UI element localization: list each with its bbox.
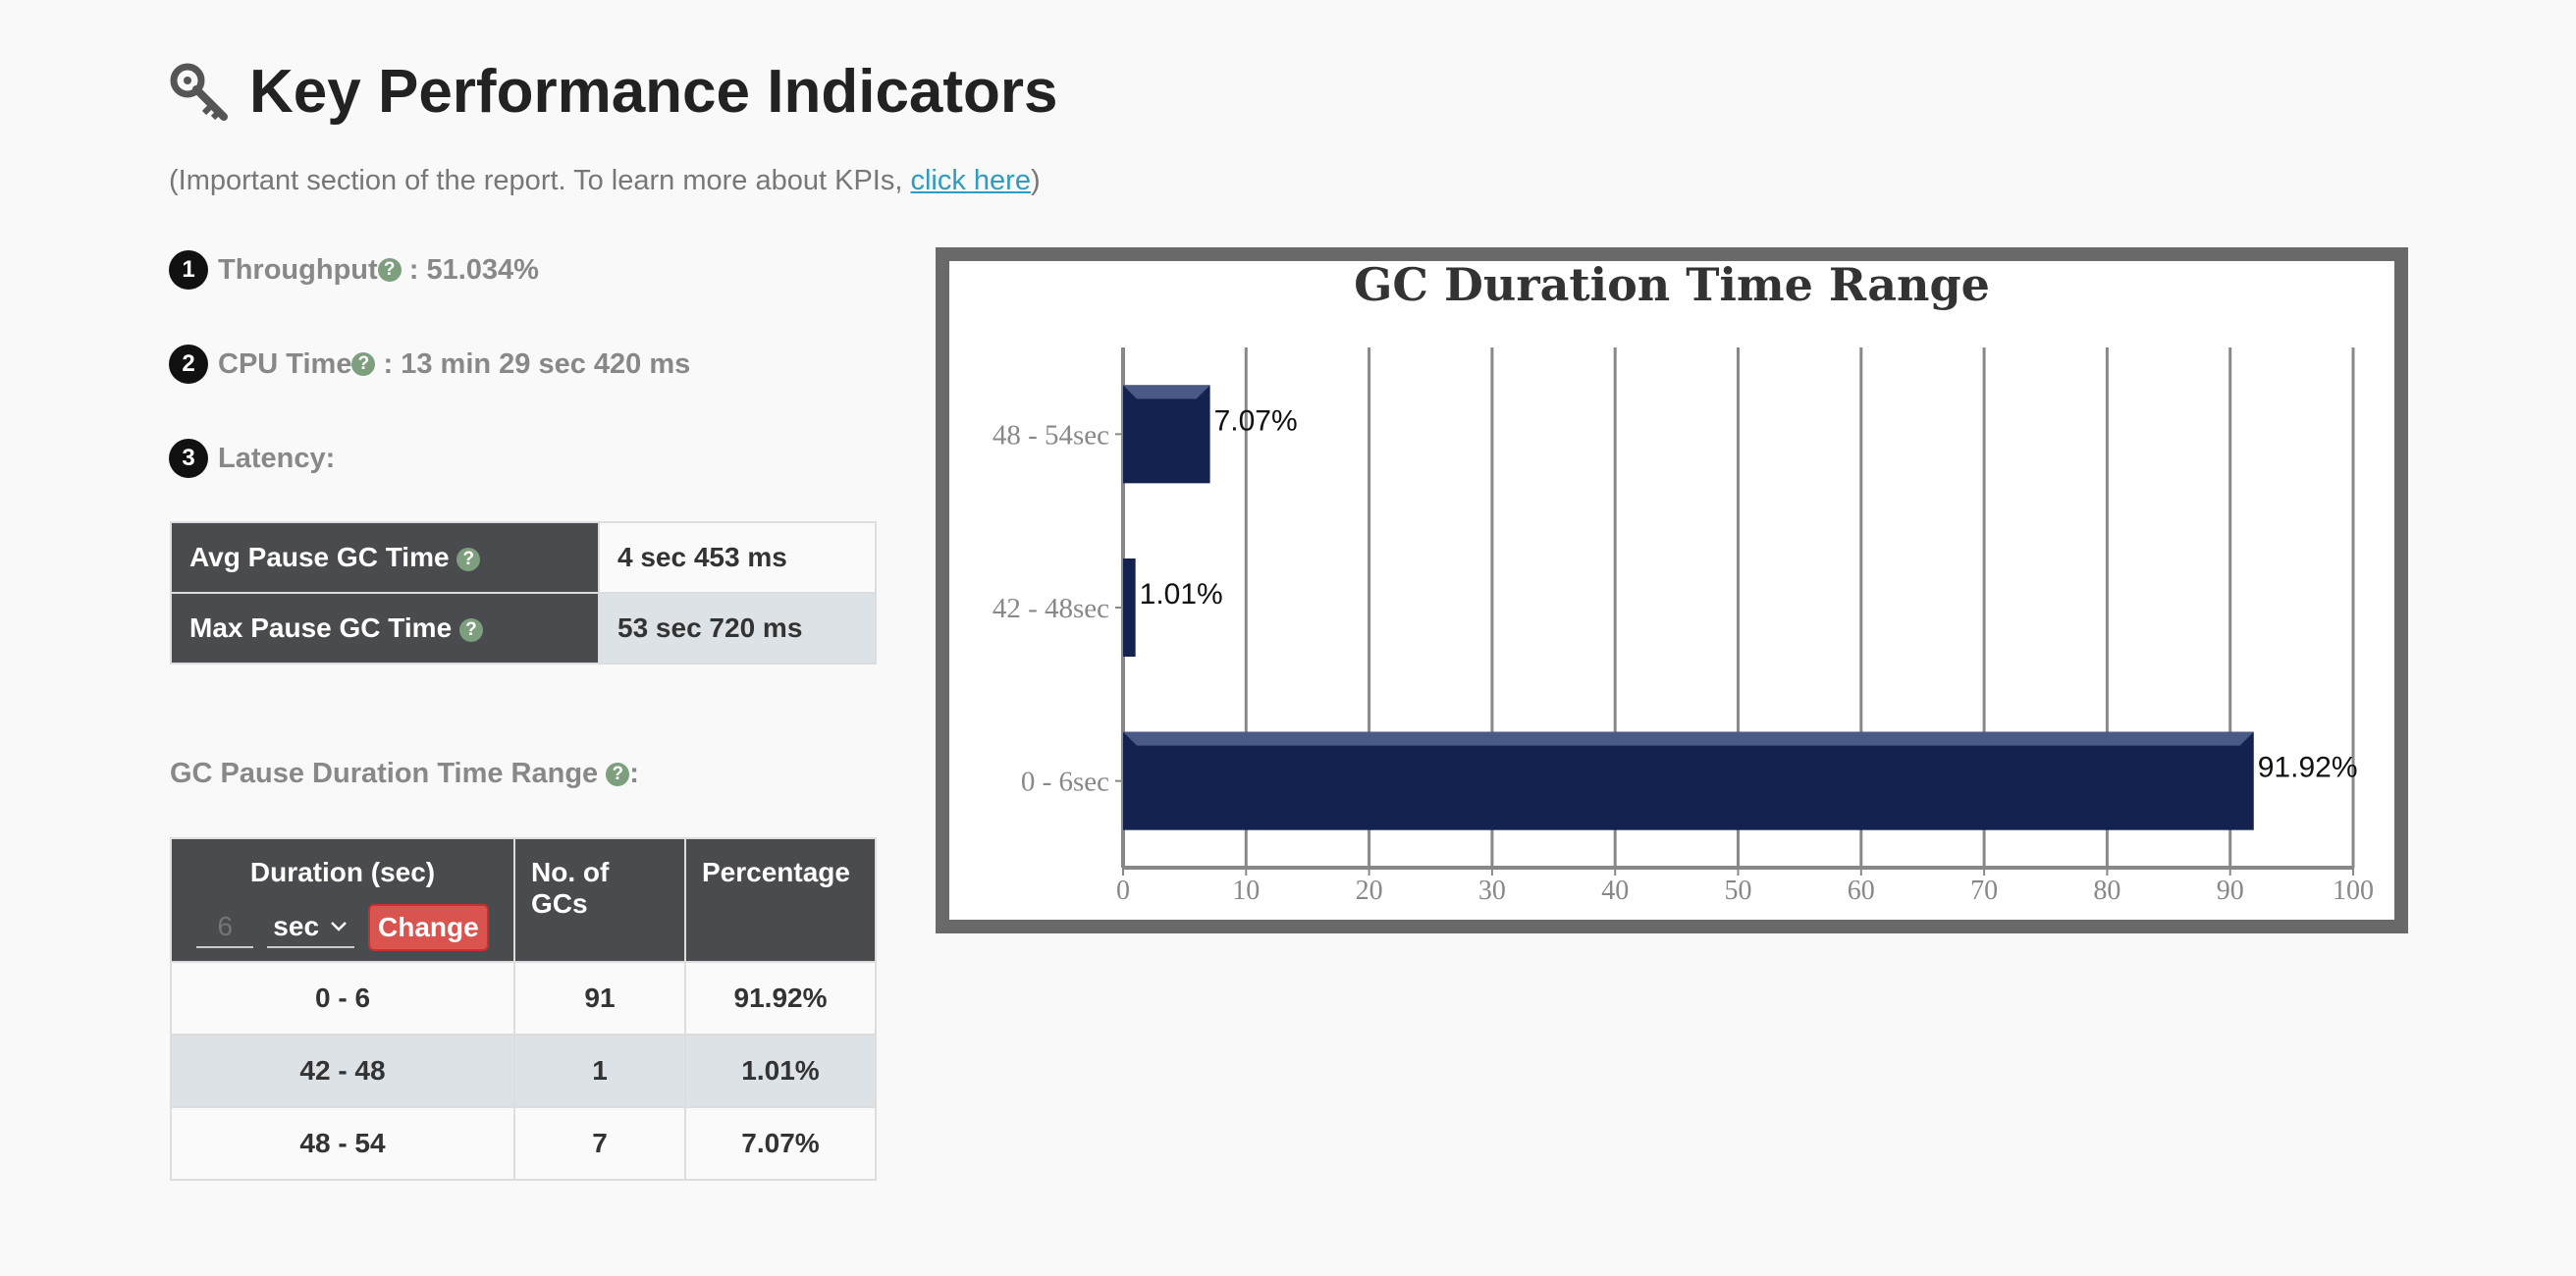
chart-title: GC Duration Time Range: [1354, 261, 1990, 311]
chevron-down-icon: [331, 922, 347, 931]
latency-label: Max Pause GC Time: [189, 612, 453, 643]
x-tick-label: 30: [1478, 876, 1506, 906]
kpi-label: Latency:: [218, 442, 336, 474]
kpi-throughput: 1 Throughput ? : 51.034%: [169, 250, 539, 290]
duration-cell: 0 - 6: [170, 961, 515, 1036]
count-header: No. of GCs: [513, 837, 686, 963]
x-tick-label: 50: [1725, 876, 1752, 906]
kpi-label: Throughput: [218, 253, 378, 286]
kpi-label: CPU Time: [218, 347, 352, 380]
gc-duration-chart: GC Duration Time Range 0 10 20 30 40 50 60 70 80 9…: [993, 261, 2374, 906]
duration-header-label: Duration (sec): [249, 857, 436, 887]
x-tick-label: 10: [1232, 876, 1260, 906]
table-row: 0 - 6 91 91.92%: [170, 961, 877, 1036]
kpi-latency: 3 Latency:: [169, 439, 335, 478]
title-row: Key Performance Indicators: [169, 57, 1058, 127]
learn-more-link[interactable]: click here: [910, 165, 1031, 196]
change-button[interactable]: Change: [368, 904, 489, 951]
help-icon[interactable]: ?: [606, 763, 630, 787]
gc-range-heading: GC Pause Duration Time Range ?:: [170, 758, 639, 790]
subtitle: (Important section of the report. To lea…: [169, 165, 1041, 197]
help-icon[interactable]: ?: [377, 258, 402, 282]
percentage-cell: 91.92%: [684, 961, 877, 1036]
x-tick-label: 20: [1356, 876, 1383, 906]
x-tick-label: 60: [1848, 876, 1875, 906]
help-icon[interactable]: ?: [351, 352, 376, 376]
latency-value: 53 sec 720 ms: [598, 592, 877, 665]
table-row: Avg Pause GC Time ? 4 sec 453 ms: [170, 521, 877, 594]
page-title: Key Performance Indicators: [249, 58, 1058, 126]
latency-value: 4 sec 453 ms: [598, 521, 877, 594]
unit-select-value: sec: [273, 911, 320, 941]
help-icon[interactable]: ?: [456, 547, 481, 571]
x-tick-label: 40: [1601, 876, 1629, 906]
count-cell: 91: [513, 961, 686, 1036]
duration-cell: 42 - 48: [170, 1034, 515, 1108]
x-tick-label: 90: [2217, 876, 2244, 906]
data-label: 91.92%: [2258, 752, 2358, 784]
x-tick-label: 100: [2333, 876, 2374, 906]
data-label: 7.07%: [1214, 404, 1298, 437]
help-icon[interactable]: ?: [458, 617, 483, 642]
duration-controls: sec Change: [188, 904, 498, 951]
x-tick-label: 80: [2093, 876, 2120, 906]
number-badge: 1: [169, 250, 208, 290]
subtitle-prefix: (Important section of the report. To lea…: [169, 165, 911, 196]
bar-bevel: [1123, 385, 1210, 399]
latency-label-cell: Avg Pause GC Time ?: [170, 521, 600, 594]
bar: [1123, 385, 1210, 484]
percentage-cell: 7.07%: [684, 1106, 877, 1181]
data-label: 1.01%: [1140, 578, 1223, 611]
unit-select[interactable]: sec: [267, 907, 355, 948]
kpi-cpu-time: 2 CPU Time ? : 13 min 29 sec 420 ms: [169, 345, 690, 384]
latency-table: Avg Pause GC Time ? 4 sec 453 ms Max Pau…: [170, 521, 877, 665]
duration-input[interactable]: [196, 907, 254, 948]
bar: [1123, 731, 2254, 830]
table-row: Max Pause GC Time ? 53 sec 720 ms: [170, 592, 877, 665]
duration-cell: 48 - 54: [170, 1106, 515, 1181]
chart-panel: GC Duration Time Range 0 10 20 30 40 50 60 70 80 9…: [949, 261, 2394, 920]
number-badge: 2: [169, 345, 208, 384]
number-badge: 3: [169, 439, 208, 478]
latency-label: Avg Pause GC Time: [189, 542, 450, 572]
gc-range-label: GC Pause Duration Time Range: [170, 758, 599, 789]
y-tick-label: 42 - 48sec: [993, 593, 1109, 624]
kpi-value: : 51.034%: [401, 253, 539, 286]
percentage-header: Percentage: [684, 837, 877, 963]
count-cell: 1: [513, 1034, 686, 1108]
table-row: 48 - 54 7 7.07%: [170, 1106, 877, 1181]
x-tick-label: 0: [1116, 876, 1130, 906]
gc-duration-table: Duration (sec) sec Change No. of GCs Per…: [170, 837, 877, 1181]
duration-header: Duration (sec) sec Change: [170, 837, 515, 963]
percentage-cell: 1.01%: [684, 1034, 877, 1108]
x-tick-label: 70: [1970, 876, 1998, 906]
bar-bevel: [1123, 731, 2254, 746]
count-cell: 7: [513, 1106, 686, 1181]
bar: [1123, 558, 1136, 657]
gc-range-colon: :: [629, 758, 639, 789]
table-header-row: Duration (sec) sec Change No. of GCs Per…: [170, 837, 877, 963]
subtitle-suffix: ): [1030, 165, 1041, 196]
chart-frame: GC Duration Time Range 0 10 20 30 40 50 60 70 80 9…: [936, 247, 2408, 933]
latency-label-cell: Max Pause GC Time ?: [170, 592, 600, 665]
table-row: 42 - 48 1 1.01%: [170, 1034, 877, 1108]
y-tick-label: 48 - 54sec: [993, 419, 1109, 451]
key-icon: [170, 63, 228, 121]
y-tick-label: 0 - 6sec: [1021, 767, 1109, 798]
kpi-value: : 13 min 29 sec 420 ms: [375, 347, 691, 380]
